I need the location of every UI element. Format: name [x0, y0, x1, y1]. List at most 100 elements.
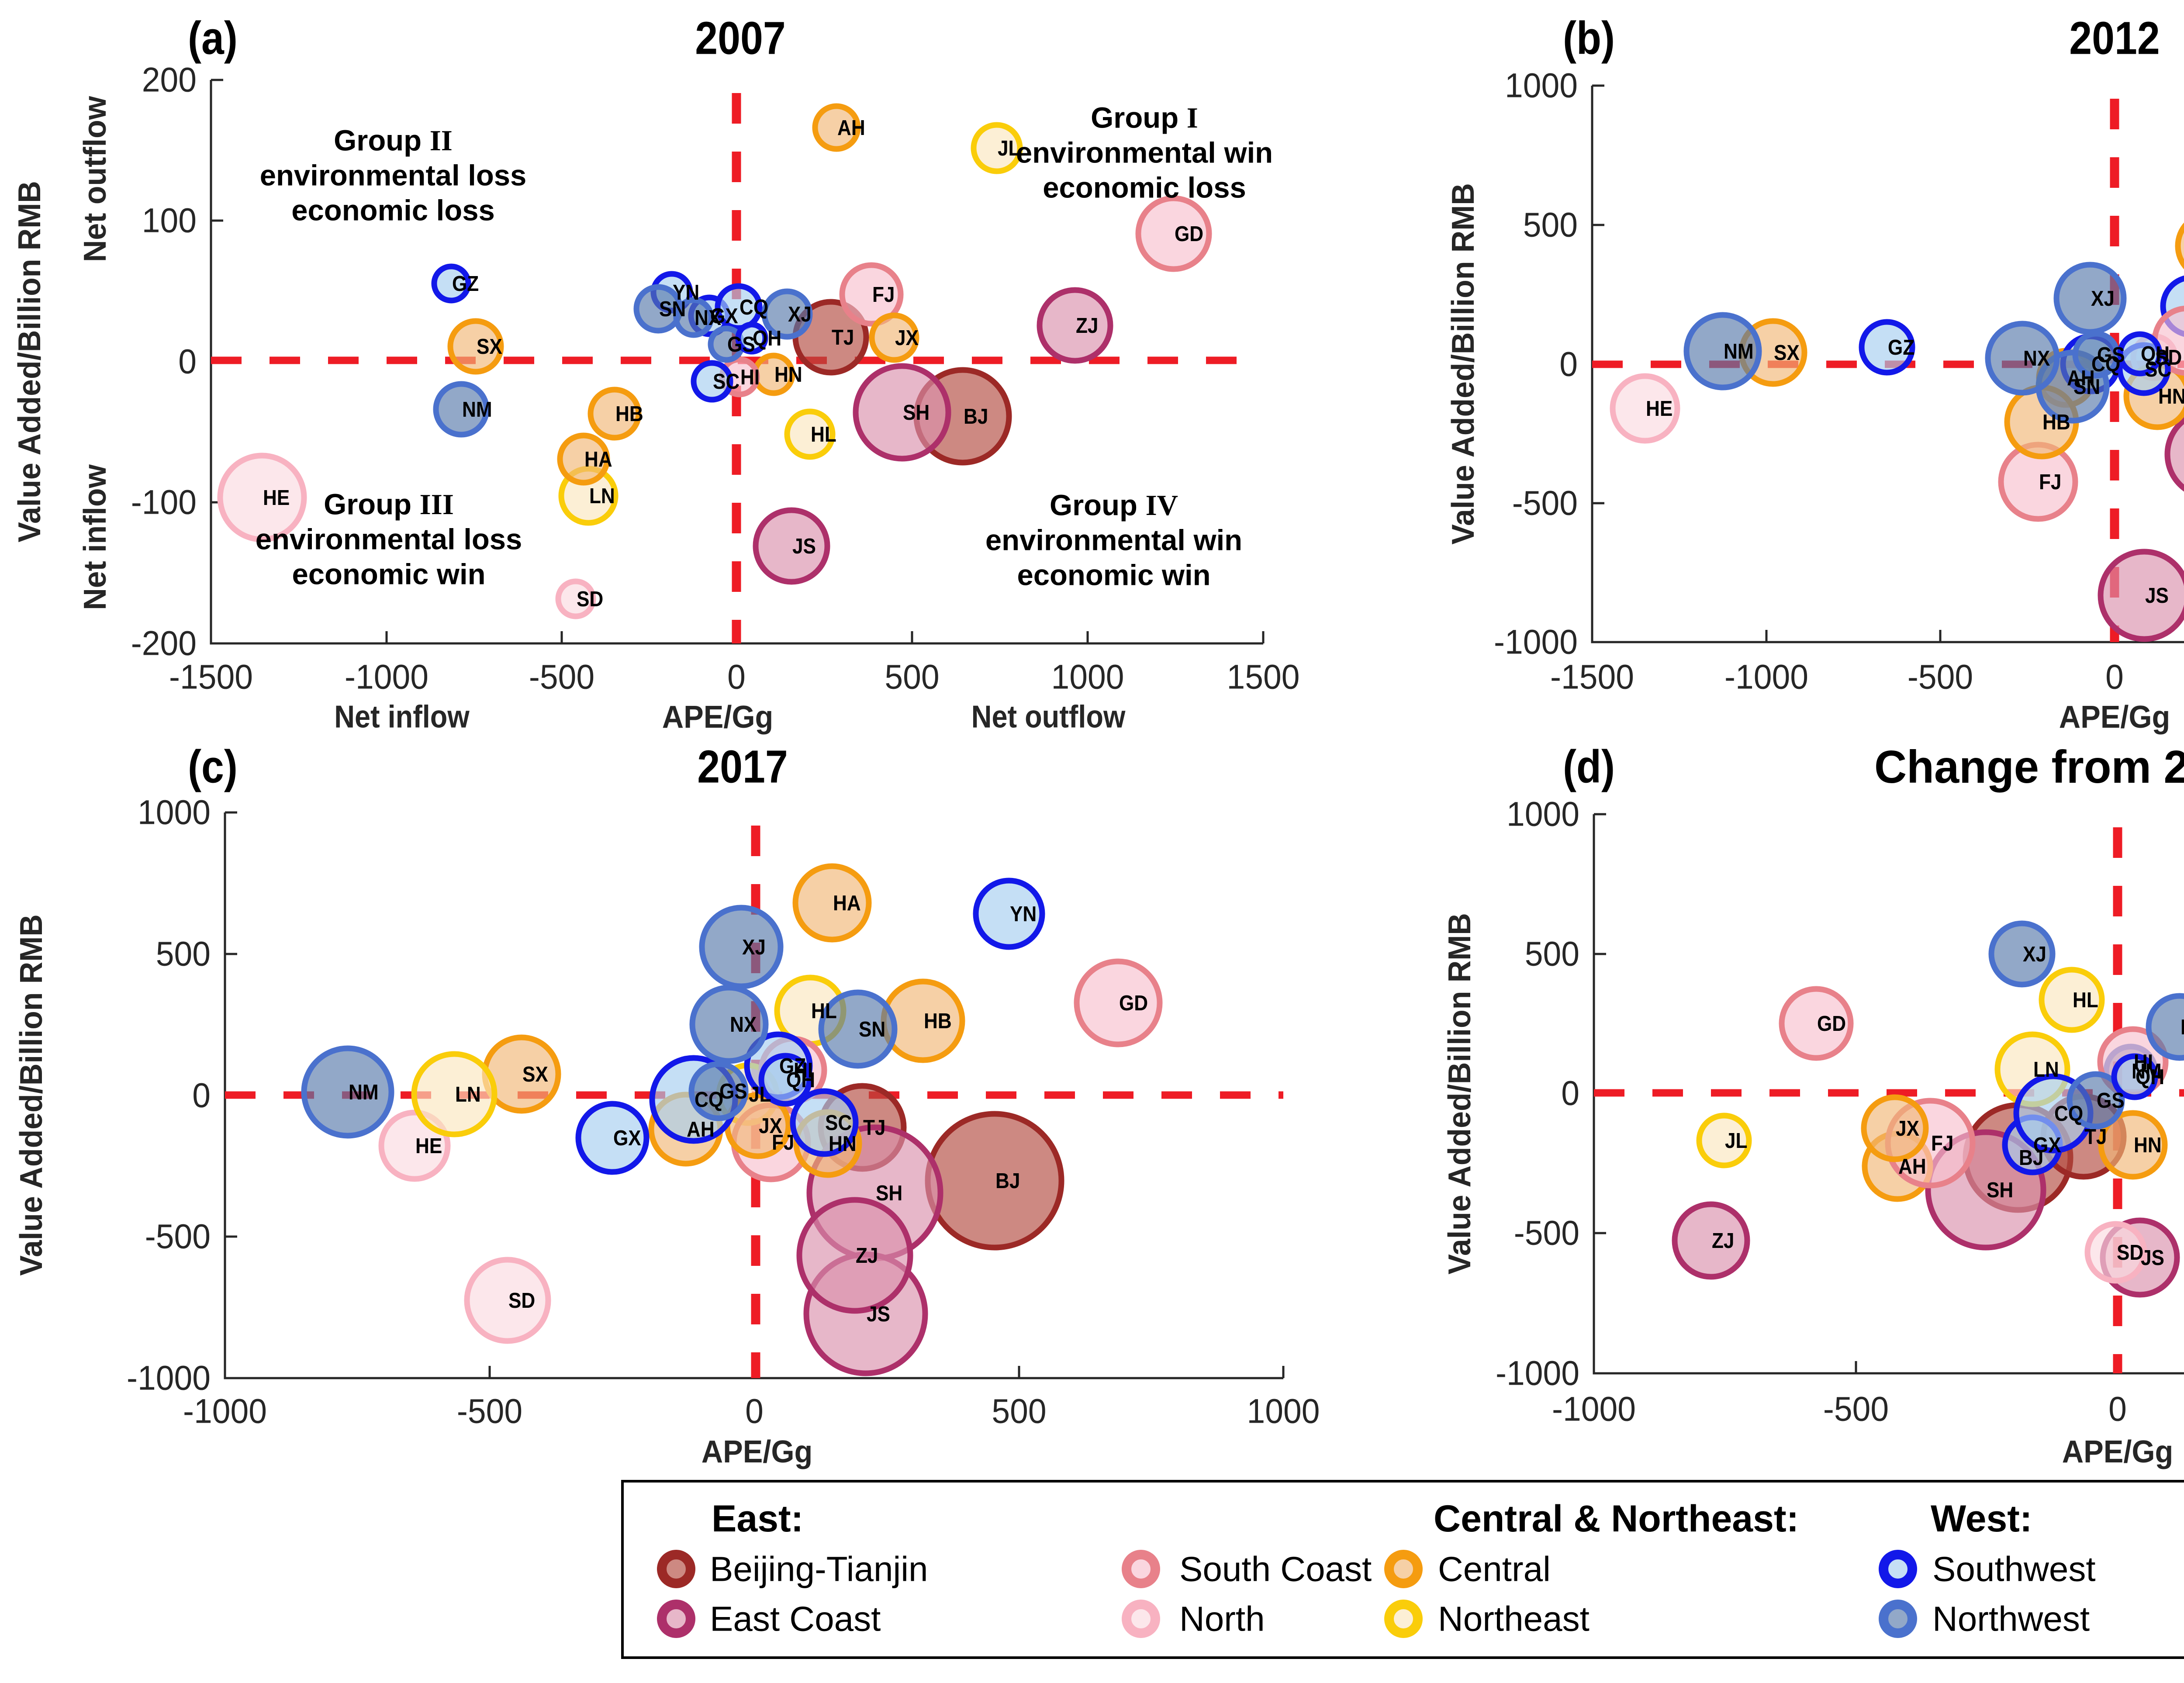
svg-text:-500: -500: [529, 658, 594, 696]
svg-text:500: 500: [885, 658, 939, 696]
svg-text:environmental win: environmental win: [1016, 137, 1273, 169]
svg-text:GX: GX: [710, 304, 738, 328]
svg-text:SD: SD: [508, 1289, 535, 1313]
svg-text:North: North: [1179, 1600, 1265, 1638]
svg-text:1000: 1000: [1507, 795, 1579, 833]
svg-text:Group III: Group III: [324, 488, 454, 521]
svg-text:LN: LN: [455, 1082, 481, 1106]
svg-text:NX: NX: [730, 1013, 757, 1037]
svg-text:1000: 1000: [1247, 1392, 1320, 1431]
svg-text:-1500: -1500: [1550, 658, 1634, 696]
svg-text:FJ: FJ: [872, 283, 895, 307]
svg-text:HN: HN: [2134, 1133, 2162, 1157]
svg-text:SC: SC: [2145, 357, 2171, 381]
svg-text:2017: 2017: [697, 741, 788, 793]
svg-text:2012: 2012: [2069, 13, 2160, 64]
svg-text:Value Added/Billion RMB: Value Added/Billion RMB: [14, 914, 49, 1276]
svg-text:-1000: -1000: [1494, 623, 1578, 661]
svg-text:Change from 2007 to 2017: Change from 2007 to 2017: [1874, 741, 2184, 793]
svg-text:JS: JS: [867, 1302, 890, 1326]
svg-text:Net outflow: Net outflow: [78, 96, 113, 262]
svg-text:Group I: Group I: [1091, 102, 1198, 135]
svg-text:CQ: CQ: [2091, 352, 2120, 376]
svg-text:HB: HB: [2042, 410, 2070, 434]
svg-text:XJ: XJ: [2091, 287, 2115, 311]
svg-text:East:: East:: [712, 1498, 803, 1540]
svg-text:0: 0: [1559, 345, 1578, 384]
svg-text:-500: -500: [1908, 658, 1973, 696]
svg-text:Central: Central: [1438, 1550, 1551, 1589]
svg-text:ZJ: ZJ: [856, 1244, 878, 1268]
svg-text:SH: SH: [903, 401, 930, 425]
svg-text:2007: 2007: [695, 13, 785, 64]
svg-text:0: 0: [745, 1392, 764, 1431]
svg-text:BJ: BJ: [2019, 1146, 2043, 1170]
svg-text:-1000: -1000: [1496, 1354, 1579, 1393]
svg-text:AH: AH: [687, 1117, 715, 1141]
svg-text:-1500: -1500: [169, 658, 253, 696]
svg-text:environmental win: environmental win: [985, 524, 1242, 557]
svg-text:HL: HL: [811, 999, 837, 1023]
svg-text:Beijing-Tianjin: Beijing-Tianjin: [710, 1550, 928, 1589]
svg-text:FJ: FJ: [1931, 1131, 1953, 1155]
svg-text:Group IV: Group IV: [1050, 489, 1178, 522]
svg-text:QH: QH: [753, 326, 781, 350]
svg-text:0: 0: [192, 1076, 211, 1115]
svg-text:YN: YN: [1010, 902, 1037, 926]
svg-text:Central & Northeast:: Central & Northeast:: [1434, 1498, 1799, 1540]
svg-text:500: 500: [156, 935, 211, 973]
svg-text:APE/Gg: APE/Gg: [662, 699, 774, 735]
svg-text:South Coast: South Coast: [1179, 1550, 1372, 1589]
svg-text:HN: HN: [2158, 384, 2184, 408]
svg-text:AH: AH: [2067, 366, 2095, 390]
svg-text:Group II: Group II: [334, 124, 453, 157]
svg-text:HL: HL: [2073, 988, 2098, 1012]
svg-text:BJ: BJ: [964, 404, 988, 429]
svg-text:-500: -500: [1512, 484, 1578, 522]
svg-text:FJ: FJ: [2039, 470, 2061, 494]
svg-text:(a): (a): [188, 13, 238, 64]
svg-text:GD: GD: [1175, 222, 1203, 246]
svg-text:QH: QH: [786, 1068, 815, 1092]
svg-text:(c): (c): [188, 741, 238, 793]
svg-text:HE: HE: [263, 486, 290, 510]
svg-text:1000: 1000: [1505, 66, 1578, 105]
svg-text:-1000: -1000: [1724, 658, 1808, 696]
svg-text:SC: SC: [713, 370, 740, 394]
svg-text:JL: JL: [1725, 1129, 1747, 1153]
svg-text:JS: JS: [792, 534, 816, 558]
svg-text:SN: SN: [859, 1017, 885, 1041]
svg-text:AH: AH: [837, 116, 865, 140]
svg-text:200: 200: [142, 61, 197, 99]
svg-text:ZJ: ZJ: [1076, 314, 1098, 338]
svg-text:CQ: CQ: [740, 295, 768, 319]
svg-text:Northeast: Northeast: [1438, 1600, 1590, 1638]
svg-text:HN: HN: [829, 1132, 857, 1156]
svg-text:NM: NM: [462, 397, 492, 422]
svg-text:economic win: economic win: [292, 558, 485, 591]
svg-text:environmental loss: environmental loss: [256, 523, 522, 556]
svg-text:West:: West:: [1931, 1498, 2032, 1540]
svg-text:-1000: -1000: [183, 1392, 267, 1431]
svg-text:NX: NX: [2181, 1015, 2184, 1039]
svg-text:HI: HI: [2134, 1050, 2153, 1074]
svg-text:HL: HL: [811, 422, 836, 446]
svg-text:APE/Gg: APE/Gg: [2059, 699, 2170, 735]
svg-text:SH: SH: [1987, 1178, 2013, 1202]
svg-text:HE: HE: [1646, 397, 1673, 421]
svg-text:HE: HE: [415, 1134, 442, 1158]
svg-text:SD: SD: [2117, 1241, 2143, 1265]
svg-text:JL: JL: [749, 1082, 771, 1106]
svg-text:CQ: CQ: [2054, 1102, 2083, 1126]
svg-text:0: 0: [2108, 1390, 2127, 1428]
svg-text:FJ: FJ: [772, 1130, 794, 1154]
svg-text:-1000: -1000: [345, 658, 429, 696]
svg-text:SC: SC: [825, 1111, 852, 1135]
svg-text:-100: -100: [131, 483, 197, 522]
svg-text:economic win: economic win: [1017, 559, 1210, 592]
svg-text:TJ: TJ: [832, 325, 854, 349]
svg-text:Net outflow: Net outflow: [971, 699, 1126, 735]
svg-text:APE/Gg: APE/Gg: [702, 1434, 813, 1469]
svg-text:SX: SX: [477, 335, 502, 359]
svg-text:(b): (b): [1563, 13, 1615, 64]
